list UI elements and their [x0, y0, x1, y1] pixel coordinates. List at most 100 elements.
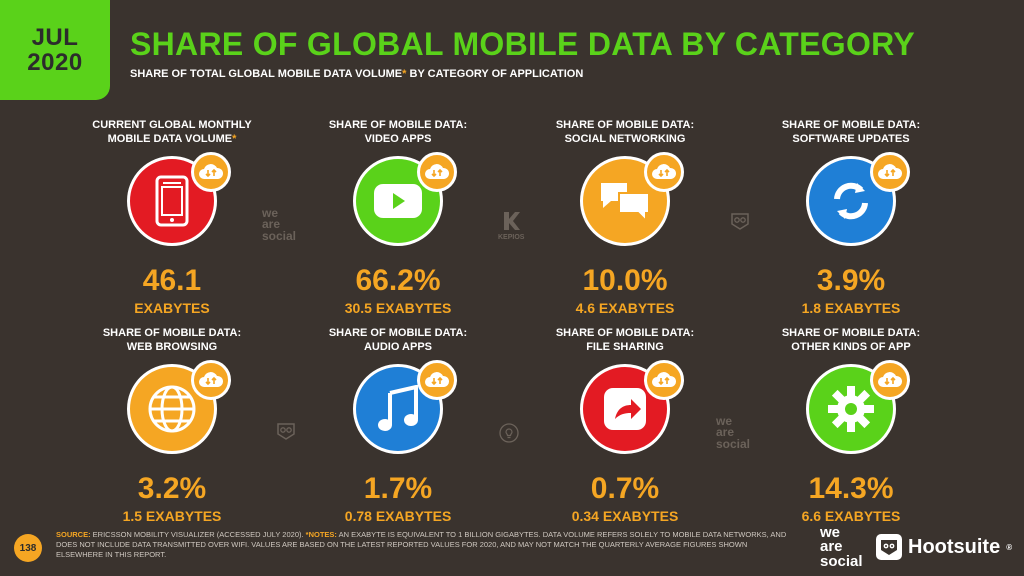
- category-card: SHARE OF MOBILE DATA: SOFTWARE UPDATES 3.9…: [741, 118, 961, 316]
- logo-line: are: [820, 538, 843, 556]
- source-text: ERICSSON MOBILITY VISUALIZER (ACCESSED J…: [90, 530, 306, 539]
- card-label: SHARE OF MOBILE DATA: FILE SHARING: [515, 326, 735, 356]
- watermark-we-are-social-2: we are social: [716, 414, 751, 451]
- card-label-line1: CURRENT GLOBAL MONTHLY: [92, 119, 252, 131]
- card-label-line2: SOCIAL NETWORKING: [515, 132, 735, 146]
- card-label-line2: AUDIO APPS: [288, 340, 508, 354]
- card-label-text: SOFTWARE UPDATES: [792, 133, 910, 146]
- card-unit: 30.5 EXABYTES: [344, 300, 452, 316]
- cloud-data-icon: [417, 152, 457, 192]
- cloud-data-icon: [644, 360, 684, 400]
- category-card: SHARE OF MOBILE DATA: SOCIAL NETWORKING 10…: [515, 118, 735, 316]
- card-label-line1: SHARE OF MOBILE DATA:: [328, 327, 468, 339]
- kepios-logo-icon: [504, 212, 521, 230]
- card-value: 0.7%: [590, 472, 660, 505]
- card-label-text: VIDEO APPS: [364, 133, 432, 146]
- card-unit: EXABYTES: [134, 300, 210, 316]
- card-label-line1: SHARE OF MOBILE DATA:: [555, 119, 695, 131]
- card-label-text: AUDIO APPS: [363, 341, 433, 354]
- owl-icon: [731, 213, 749, 230]
- footnote: SOURCE: ERICSSON MOBILITY VISUALIZER (AC…: [56, 530, 796, 560]
- card-label-line1: SHARE OF MOBILE DATA:: [555, 327, 695, 339]
- card-value: 66.2%: [355, 264, 441, 297]
- cloud-data-icon: [644, 152, 684, 192]
- page-number: 138: [14, 534, 42, 562]
- card-label-line2: VIDEO APPS: [288, 132, 508, 146]
- category-card: SHARE OF MOBILE DATA: WEB BROWSING 3.2% 1.5…: [62, 326, 282, 524]
- watermark-line: social: [262, 228, 297, 243]
- cloud-data-icon: [870, 360, 910, 400]
- watermark-kepios: KEPIOS: [498, 210, 524, 241]
- category-card: SHARE OF MOBILE DATA: OTHER KINDS OF APP 1…: [741, 326, 961, 524]
- card-value: 3.2%: [137, 472, 207, 505]
- card-label-line1: SHARE OF MOBILE DATA:: [781, 119, 921, 131]
- card-label-text: SOCIAL NETWORKING: [564, 133, 686, 146]
- card-value: 14.3%: [808, 472, 894, 505]
- card-value: 10.0%: [582, 264, 668, 297]
- card-icon-wrap: [353, 360, 457, 454]
- card-unit: 0.78 EXABYTES: [344, 508, 452, 524]
- card-icon-wrap: [580, 152, 684, 246]
- watermark-line: are: [716, 425, 735, 440]
- card-icon-wrap: [806, 360, 910, 454]
- card-icon-wrap: [127, 360, 231, 454]
- card-unit: 4.6 EXABYTES: [575, 300, 675, 316]
- globe-icon: [127, 364, 217, 454]
- card-icon-wrap: [353, 152, 457, 246]
- card-label-text: FILE SHARING: [586, 341, 664, 354]
- card-label: SHARE OF MOBILE DATA: SOCIAL NETWORKING: [515, 118, 735, 148]
- subtitle-asterisk: *: [402, 68, 407, 80]
- notes-key: *NOTES:: [305, 530, 337, 539]
- card-unit: 0.34 EXABYTES: [571, 508, 679, 524]
- watermark-line: social: [716, 436, 751, 451]
- card-unit: 1.8 EXABYTES: [801, 300, 901, 316]
- watermark-line: we: [262, 206, 279, 220]
- card-label-line1: SHARE OF MOBILE DATA:: [328, 119, 468, 131]
- card-label-text: OTHER KINDS OF APP: [791, 341, 911, 354]
- card-label-line2: OTHER KINDS OF APP: [741, 340, 961, 354]
- logo-line: social: [820, 552, 863, 570]
- card-label-text: MOBILE DATA VOLUME: [107, 133, 233, 146]
- registered-mark: ®: [1006, 542, 1013, 552]
- gear-icon: [806, 364, 896, 454]
- lightbulb-icon: [499, 423, 519, 443]
- watermark-owl-2: [276, 422, 296, 442]
- card-unit: 6.6 EXABYTES: [801, 508, 901, 524]
- category-card: SHARE OF MOBILE DATA: FILE SHARING 0.7% 0.3…: [515, 326, 735, 524]
- cloud-data-icon: [191, 360, 231, 400]
- date-badge: JUL 2020: [0, 0, 110, 100]
- category-card: SHARE OF MOBILE DATA: AUDIO APPS 1.7% 0.78 …: [288, 326, 508, 524]
- card-label: SHARE OF MOBILE DATA: SOFTWARE UPDATES: [741, 118, 961, 148]
- badge-year: 2020: [27, 49, 83, 76]
- card-label: SHARE OF MOBILE DATA: VIDEO APPS: [288, 118, 508, 148]
- hootsuite-owl-icon: [876, 534, 902, 560]
- subtitle-text: SHARE OF TOTAL GLOBAL MOBILE DATA VOLUME: [130, 68, 403, 80]
- card-label-line2: WEB BROWSING: [62, 340, 282, 354]
- watermark-line: are: [262, 217, 281, 232]
- card-label: SHARE OF MOBILE DATA: AUDIO APPS: [288, 326, 508, 356]
- we-are-social-logo: we are social: [820, 524, 863, 570]
- card-label: SHARE OF MOBILE DATA: WEB BROWSING: [62, 326, 282, 356]
- card-label-line1: SHARE OF MOBILE DATA:: [102, 327, 242, 339]
- card-icon-wrap: [127, 152, 231, 246]
- card-value: 3.9%: [816, 264, 886, 297]
- card-label: SHARE OF MOBILE DATA: OTHER KINDS OF APP: [741, 326, 961, 356]
- logo-line: we: [820, 524, 841, 541]
- card-icon-wrap: [580, 360, 684, 454]
- card-label-asterisk: *: [232, 133, 237, 146]
- owl-icon: [277, 423, 295, 440]
- category-card: SHARE OF MOBILE DATA: VIDEO APPS 66.2% 30.5…: [288, 118, 508, 316]
- card-label-line2: MOBILE DATA VOLUME*: [62, 132, 282, 146]
- refresh-icon: [806, 156, 896, 246]
- category-card: CURRENT GLOBAL MONTHLY MOBILE DATA VOLUME…: [62, 118, 282, 316]
- watermark-owl: [730, 212, 750, 232]
- card-icon-wrap: [806, 152, 910, 246]
- card-label-text: WEB BROWSING: [126, 341, 218, 354]
- hootsuite-wordmark: Hootsuite: [908, 535, 1001, 558]
- cloud-data-icon: [870, 152, 910, 192]
- hootsuite-logo: Hootsuite ®: [876, 534, 1012, 560]
- card-label: CURRENT GLOBAL MONTHLY MOBILE DATA VOLUME…: [62, 118, 282, 148]
- card-label-line1: SHARE OF MOBILE DATA:: [781, 327, 921, 339]
- watermark-line: we: [716, 414, 733, 428]
- watermark-we-are-social: we are social: [262, 206, 297, 243]
